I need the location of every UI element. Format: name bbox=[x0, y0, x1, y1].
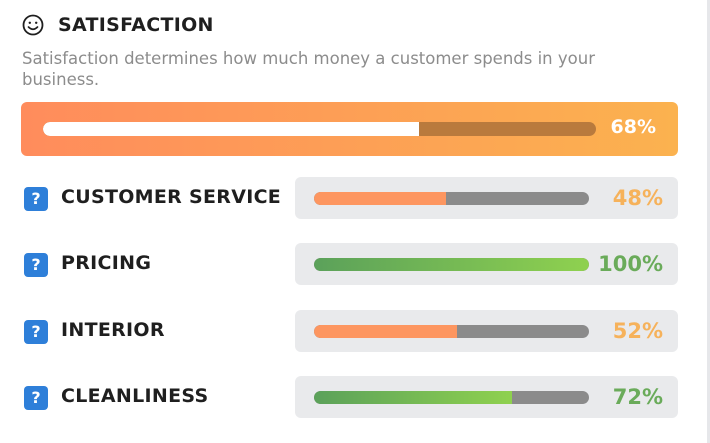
factor-progress-fill bbox=[314, 325, 457, 338]
factor-label: INTERIOR bbox=[61, 319, 165, 341]
factor-progress-track bbox=[314, 325, 589, 338]
factor-progress-track bbox=[314, 258, 589, 271]
factor-label: CLEANLINESS bbox=[61, 385, 209, 407]
factor-bar-panel: 72% bbox=[295, 376, 678, 418]
factor-bar-panel: 100% bbox=[295, 243, 678, 285]
factor-progress-fill bbox=[314, 258, 589, 271]
factor-progress-track bbox=[314, 192, 589, 205]
factor-progress-fill bbox=[314, 391, 512, 404]
overall-percent: 68% bbox=[610, 116, 656, 138]
question-icon[interactable]: ? bbox=[24, 386, 48, 410]
question-icon[interactable]: ? bbox=[24, 320, 48, 344]
overall-progress-fill bbox=[43, 122, 420, 136]
factor-bar-panel: 48% bbox=[295, 177, 678, 219]
section-description: Satisfaction determines how much money a… bbox=[22, 49, 595, 89]
factor-row-interior: ? INTERIOR 52% bbox=[0, 310, 700, 352]
panel-edge bbox=[707, 0, 710, 443]
factor-row-pricing: ? PRICING 100% bbox=[0, 243, 700, 285]
factor-label: PRICING bbox=[61, 252, 152, 274]
factor-percent: 52% bbox=[612, 319, 663, 343]
factor-bar-panel: 52% bbox=[295, 310, 678, 352]
factor-percent: 72% bbox=[612, 385, 663, 409]
factor-progress-track bbox=[314, 391, 589, 404]
factor-row-cleanliness: ? CLEANLINESS 72% bbox=[0, 376, 700, 418]
overall-progress-track bbox=[43, 122, 596, 136]
factor-percent: 48% bbox=[612, 186, 663, 210]
smile-icon bbox=[22, 14, 44, 36]
overall-satisfaction-panel: 68% bbox=[21, 102, 678, 156]
satisfaction-header: SATISFACTION bbox=[22, 11, 214, 39]
question-icon[interactable]: ? bbox=[24, 187, 48, 211]
factor-progress-fill bbox=[314, 192, 446, 205]
factor-percent: 100% bbox=[598, 252, 663, 276]
question-icon[interactable]: ? bbox=[24, 253, 48, 277]
factor-row-customer-service: ? CUSTOMER SERVICE 48% bbox=[0, 177, 700, 219]
factor-label: CUSTOMER SERVICE bbox=[61, 186, 282, 208]
section-title: SATISFACTION bbox=[58, 14, 214, 36]
